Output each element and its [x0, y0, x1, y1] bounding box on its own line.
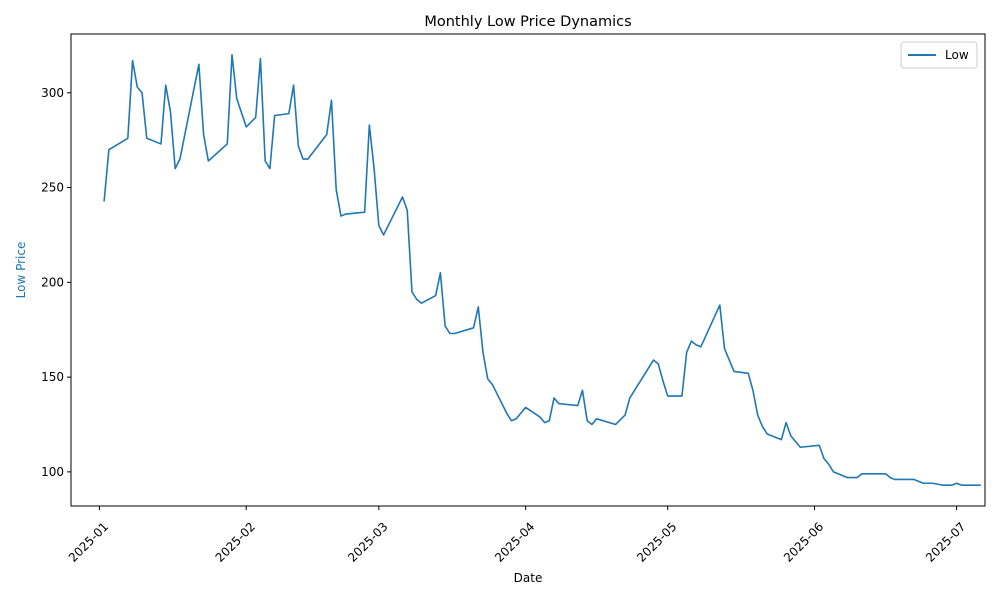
legend: Low	[900, 41, 978, 69]
plot-area	[70, 33, 986, 507]
y-tick-label: 300	[41, 86, 64, 100]
y-tick-label: 200	[41, 275, 64, 289]
y-tick-label: 250	[41, 181, 64, 195]
legend-frame	[900, 41, 978, 69]
y-tick-label: 150	[41, 370, 64, 384]
series-line-low	[103, 54, 982, 486]
y-axis-label: Low Price	[14, 242, 28, 299]
chart-title: Monthly Low Price Dynamics	[424, 14, 631, 30]
y-tick-label: 100	[41, 465, 64, 479]
y-axis-ticks: 100 150 200 250 300	[41, 86, 71, 479]
x-axis-label: Date	[514, 571, 543, 585]
series-group	[103, 54, 982, 486]
legend-label-low: Low	[945, 48, 969, 62]
